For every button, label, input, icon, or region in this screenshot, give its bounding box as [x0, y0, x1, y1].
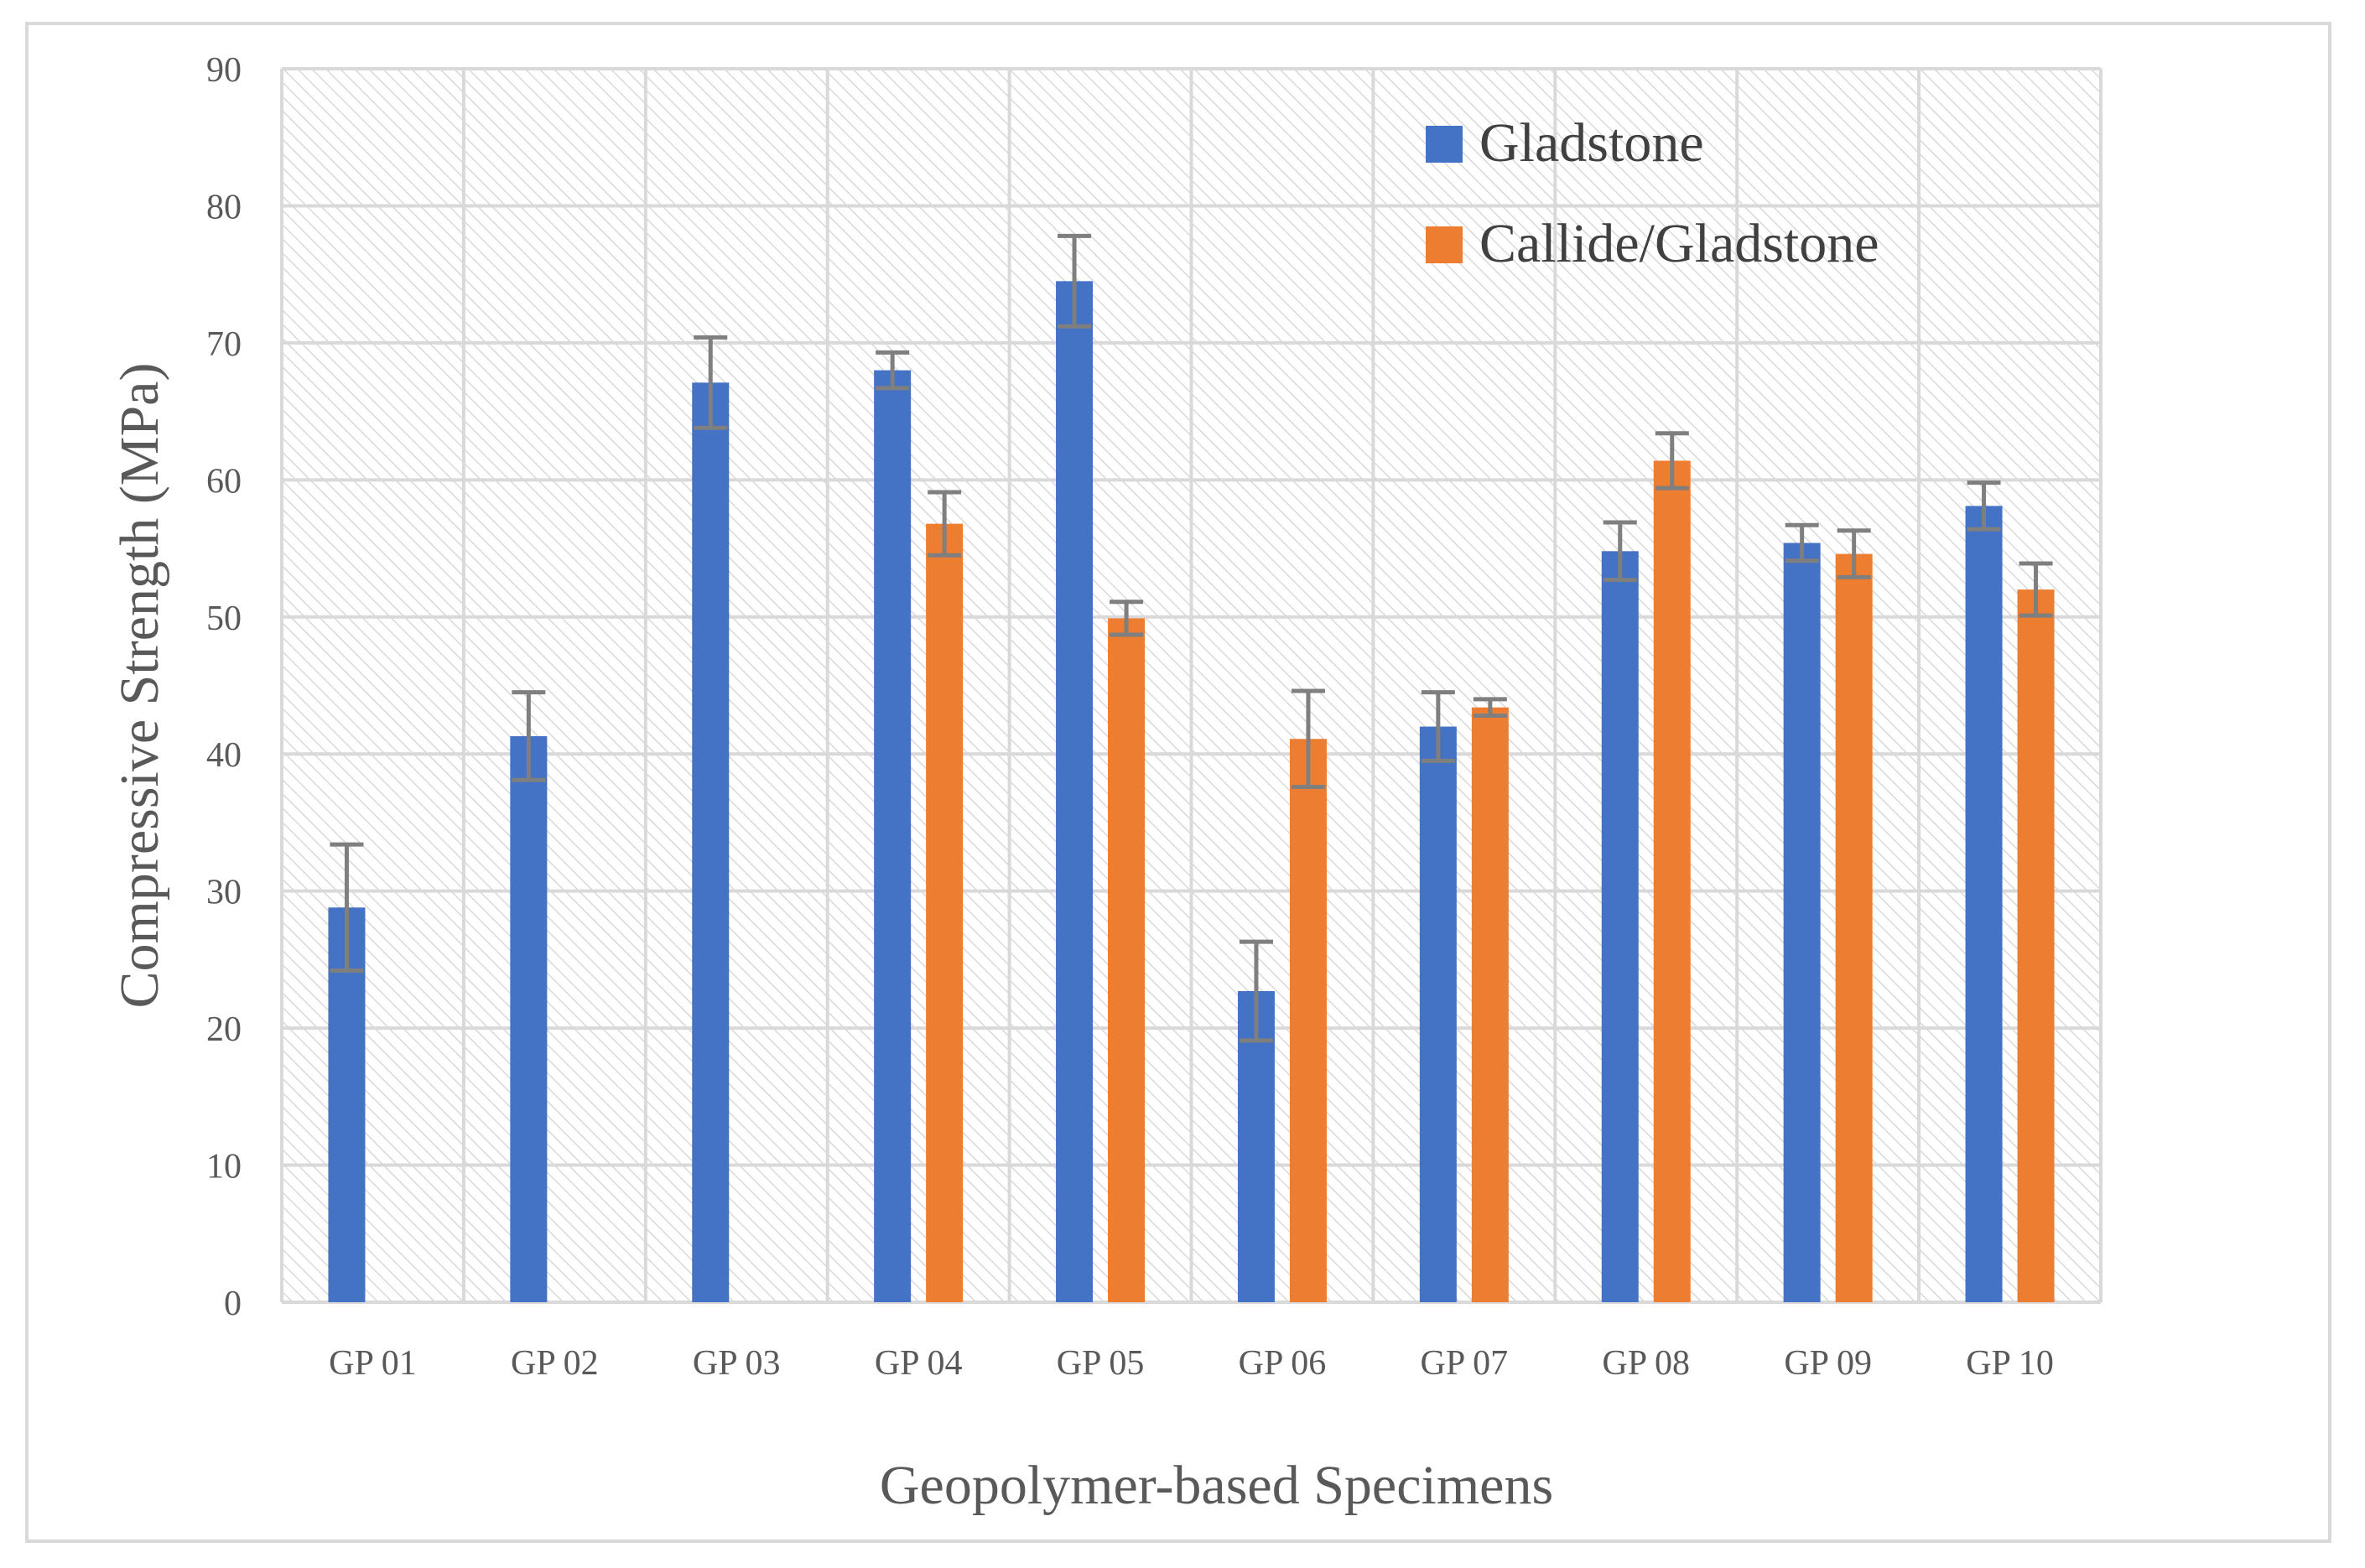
bar-gladstone-gp09	[1783, 543, 1821, 1302]
bar-gladstone-gp03	[692, 382, 730, 1302]
legend-label: Callide/Gladstone	[1479, 213, 1879, 274]
error-bar	[928, 490, 962, 558]
error-bar	[1837, 528, 1871, 579]
y-axis-title: Compressive Strength (MPa)	[109, 363, 170, 1009]
bar-series	[328, 281, 2055, 1303]
x-tick-label: GP 03	[693, 1344, 781, 1383]
y-tick-label: 0	[224, 1285, 242, 1323]
error-bar	[1473, 697, 1507, 718]
x-tick-label: GP 05	[1057, 1344, 1145, 1383]
bar-gladstone-gp01	[328, 907, 366, 1302]
x-axis-title: Geopolymer-based Specimens	[880, 1455, 1553, 1516]
bar-gladstone-gp08	[1601, 551, 1639, 1302]
x-tick-label: GP 08	[1602, 1344, 1690, 1383]
bar-callide-gladstone-gp08	[1653, 460, 1691, 1302]
error-bar	[1967, 480, 2001, 532]
x-tick-label: GP 04	[875, 1344, 963, 1383]
error-bar	[2019, 561, 2053, 618]
y-axis-ticks: 0 10 20 30 40 50 60 70 80 90	[206, 51, 242, 1323]
legend-swatch	[1426, 126, 1463, 163]
error-bar	[330, 842, 364, 973]
error-bar	[1239, 939, 1273, 1043]
y-tick-label: 80	[206, 188, 242, 226]
bar-gladstone-gp02	[510, 735, 548, 1302]
y-tick-label: 10	[206, 1148, 242, 1186]
y-tick-label: 30	[206, 874, 242, 912]
error-bar	[694, 335, 728, 430]
error-bar	[876, 350, 910, 391]
bar-gladstone-gp10	[1965, 506, 2003, 1302]
bar-callide-gladstone-gp06	[1289, 739, 1327, 1302]
error-bar	[1603, 520, 1637, 583]
error-bar	[1785, 522, 1819, 563]
error-bar	[1110, 600, 1144, 637]
bar-callide-gladstone-gp10	[2017, 589, 2055, 1302]
x-tick-label: GP 06	[1239, 1344, 1327, 1383]
error-bar	[1291, 688, 1325, 789]
legend-label: Gladstone	[1479, 112, 1704, 174]
error-bar	[1655, 431, 1689, 491]
y-tick-label: 50	[206, 600, 242, 638]
x-tick-label: GP 10	[1966, 1344, 2054, 1383]
bar-gladstone-gp07	[1419, 726, 1457, 1302]
error-bar	[1058, 233, 1092, 329]
bar-gladstone-gp04	[874, 370, 912, 1303]
y-tick-label: 60	[206, 462, 242, 501]
y-tick-label: 40	[206, 736, 242, 775]
y-tick-label: 20	[206, 1010, 242, 1049]
error-bar	[1421, 690, 1455, 763]
x-axis-ticks: GP 01 GP 02 GP 03 GP 04 GP 05 GP 06 GP 07 GP 08…	[329, 1344, 2054, 1383]
legend: Gladstone Callide/Gladstone	[1426, 112, 1879, 274]
y-tick-label: 90	[206, 51, 242, 90]
y-tick-label: 70	[206, 325, 242, 364]
x-tick-label: GP 02	[511, 1344, 599, 1383]
error-bar	[512, 690, 546, 782]
bar-callide-gladstone-gp05	[1108, 618, 1146, 1302]
bar-callide-gladstone-gp04	[926, 523, 964, 1302]
bar-gladstone-gp05	[1056, 281, 1094, 1303]
bar-gladstone-gp06	[1237, 990, 1275, 1302]
bar-callide-gladstone-gp07	[1471, 707, 1509, 1302]
x-tick-label: GP 07	[1421, 1344, 1509, 1383]
error-bars	[330, 233, 2053, 1043]
bar-callide-gladstone-gp09	[1835, 553, 1873, 1302]
x-tick-label: GP 01	[329, 1344, 417, 1383]
x-tick-label: GP 09	[1784, 1344, 1872, 1383]
legend-swatch	[1426, 226, 1463, 263]
